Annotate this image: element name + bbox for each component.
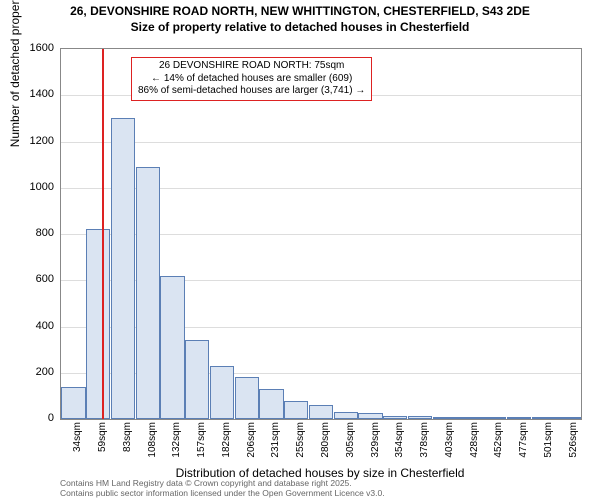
y-tick-label: 600 — [14, 273, 54, 285]
x-tick-label: 132sqm — [171, 422, 182, 462]
y-tick-label: 1400 — [14, 88, 54, 100]
x-tick-label: 477sqm — [518, 422, 529, 462]
annotation-box: 26 DEVONSHIRE ROAD NORTH: 75sqm← 14% of … — [131, 57, 372, 101]
x-tick-label: 108sqm — [147, 422, 158, 462]
histogram-bar — [358, 413, 382, 419]
x-tick-label: 231sqm — [270, 422, 281, 462]
y-tick-label: 1000 — [14, 181, 54, 193]
y-axis-label: Number of detached properties — [8, 0, 22, 147]
histogram-bar — [185, 340, 209, 419]
annotation-line-3: 86% of semi-detached houses are larger (… — [138, 85, 365, 98]
plot-area: 26 DEVONSHIRE ROAD NORTH: 75sqm← 14% of … — [60, 48, 582, 420]
chart-title: 26, DEVONSHIRE ROAD NORTH, NEW WHITTINGT… — [0, 0, 600, 35]
x-tick-label: 526sqm — [568, 422, 579, 462]
title-line-2: Size of property relative to detached ho… — [0, 20, 600, 36]
y-tick-label: 400 — [14, 320, 54, 332]
histogram-bar — [86, 229, 110, 419]
histogram-bar — [457, 417, 481, 419]
annotation-line-2: ← 14% of detached houses are smaller (60… — [138, 73, 365, 86]
histogram-bar — [136, 167, 160, 419]
footer-line-2: Contains public sector information licen… — [60, 489, 385, 498]
x-tick-label: 206sqm — [246, 422, 257, 462]
title-line-1: 26, DEVONSHIRE ROAD NORTH, NEW WHITTINGT… — [0, 4, 600, 20]
histogram-bar — [160, 276, 184, 419]
y-tick-label: 800 — [14, 227, 54, 239]
x-tick-label: 34sqm — [72, 422, 83, 462]
histogram-bar — [210, 366, 234, 419]
footer-attribution: Contains HM Land Registry data © Crown c… — [60, 479, 385, 498]
x-tick-label: 305sqm — [345, 422, 356, 462]
histogram-bar — [235, 377, 259, 419]
annotation-line-1: 26 DEVONSHIRE ROAD NORTH: 75sqm — [138, 60, 365, 73]
histogram-bar — [61, 387, 85, 419]
histogram-bar — [111, 118, 135, 419]
histogram-bar — [507, 417, 531, 419]
histogram-bar — [482, 417, 506, 419]
x-tick-label: 354sqm — [394, 422, 405, 462]
x-tick-label: 280sqm — [320, 422, 331, 462]
x-tick-label: 428sqm — [469, 422, 480, 462]
histogram-bar — [309, 405, 333, 419]
histogram-bar — [383, 416, 407, 419]
chart-container: 26, DEVONSHIRE ROAD NORTH, NEW WHITTINGT… — [0, 0, 600, 500]
histogram-bar — [334, 412, 358, 419]
y-tick-label: 200 — [14, 366, 54, 378]
property-marker-line — [102, 49, 104, 419]
x-tick-label: 403sqm — [444, 422, 455, 462]
histogram-bar — [433, 417, 457, 419]
x-tick-label: 157sqm — [196, 422, 207, 462]
x-tick-label: 59sqm — [97, 422, 108, 462]
y-tick-label: 0 — [14, 412, 54, 424]
x-tick-label: 501sqm — [543, 422, 554, 462]
y-tick-label: 1600 — [14, 42, 54, 54]
histogram-bar — [284, 401, 308, 420]
histogram-bar — [532, 417, 556, 419]
x-tick-label: 452sqm — [493, 422, 504, 462]
histogram-bar — [259, 389, 283, 419]
x-tick-label: 255sqm — [295, 422, 306, 462]
x-tick-label: 182sqm — [221, 422, 232, 462]
x-tick-label: 83sqm — [122, 422, 133, 462]
histogram-bar — [408, 416, 432, 419]
histogram-bar — [556, 417, 580, 419]
x-tick-label: 329sqm — [370, 422, 381, 462]
y-tick-label: 1200 — [14, 135, 54, 147]
x-tick-label: 378sqm — [419, 422, 430, 462]
gridline — [61, 142, 581, 143]
